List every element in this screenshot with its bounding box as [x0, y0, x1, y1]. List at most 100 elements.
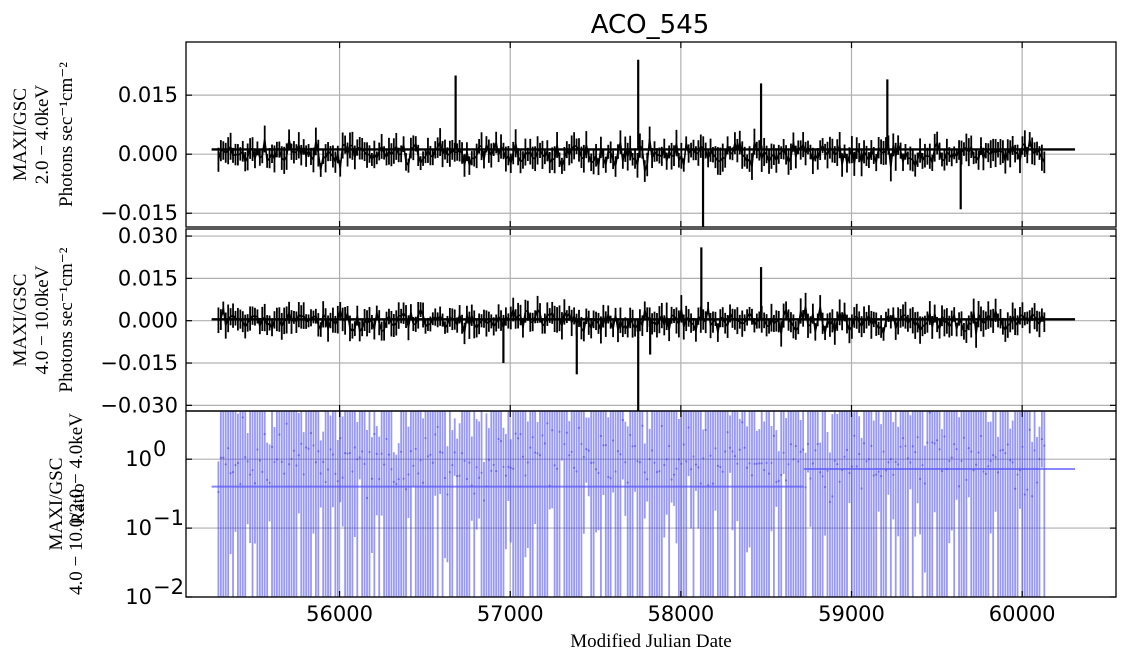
ratio-point [1043, 444, 1046, 447]
ratio-point [268, 481, 271, 484]
ratio-point [699, 482, 702, 485]
ratio-point [317, 450, 320, 453]
ratio-point [512, 467, 515, 470]
ratio-point [736, 462, 739, 465]
ratio-point [585, 448, 588, 451]
ratio-point [765, 461, 768, 465]
ratio-point [748, 462, 751, 465]
ratio-point [965, 478, 968, 481]
x-tick-label: 59000 [818, 602, 885, 626]
ratio-point [721, 470, 724, 473]
ratio-point [694, 463, 698, 466]
ratio-point [665, 458, 668, 461]
ratio-point [431, 461, 434, 464]
ratio-point [612, 439, 615, 442]
ratio-point [996, 471, 1000, 474]
ratio-point [531, 436, 534, 439]
ratio-point [816, 442, 819, 446]
ratio-point [797, 460, 800, 463]
ratio-point [607, 475, 610, 479]
ratio-point [543, 442, 546, 445]
ratio-point [653, 461, 656, 464]
ratio-point [514, 432, 517, 435]
ratio-point [806, 442, 810, 446]
ratio-point [719, 465, 722, 469]
ratio-point [253, 482, 257, 485]
ratio-point [400, 450, 403, 453]
ratio-point [344, 451, 347, 455]
ratio-point [821, 475, 824, 478]
ratio-point [434, 433, 437, 436]
ratio-point [546, 422, 549, 425]
ratio-point [507, 465, 510, 468]
ratio-point [582, 455, 585, 459]
ratio-point [365, 496, 369, 500]
ratio-point [592, 461, 595, 464]
ratio-point [312, 444, 315, 447]
ratio-point [970, 450, 973, 453]
ratio-point [329, 448, 332, 451]
ratio-point [879, 475, 883, 478]
ratio-point [901, 437, 905, 440]
x-axis-label: Modified Julian Date [570, 631, 731, 652]
ratio-point [836, 463, 839, 466]
ratio-point [989, 459, 992, 463]
ratio-point [889, 458, 892, 461]
ratio-point [417, 472, 420, 475]
ratio-point [1016, 473, 1019, 476]
y-tick-label: 0.000 [118, 309, 178, 333]
ratio-point [587, 449, 590, 452]
ratio-point [702, 457, 705, 460]
ratio-point [670, 478, 673, 481]
y-axis-label-line: MAXI/GSC [10, 88, 31, 181]
series-bottom [211, 411, 1076, 597]
ratio-point [300, 442, 303, 445]
ratio-point [962, 436, 966, 439]
ratio-point [402, 477, 405, 480]
ratio-point [658, 470, 661, 473]
y-tick-label: 10 [125, 585, 152, 609]
ratio-point [984, 472, 987, 475]
ratio-point [331, 453, 335, 456]
ratio-point [278, 433, 281, 436]
ratio-point [453, 451, 456, 454]
ratio-point [297, 454, 300, 457]
ratio-point [760, 462, 763, 465]
chart-title: ACO_545 [591, 10, 710, 40]
y-tick-label: 0.000 [118, 142, 178, 166]
y-tick-label: 0.015 [118, 266, 178, 290]
y-tick-exponent: 0 [153, 437, 166, 461]
ratio-point [441, 451, 444, 454]
ratio-point [356, 458, 359, 461]
ratio-point [258, 459, 261, 462]
ratio-point [231, 471, 235, 474]
ratio-point [614, 470, 617, 473]
ratio-point [458, 474, 461, 477]
ratio-point [767, 472, 771, 475]
ratio-point [516, 437, 520, 440]
y-tick-label: 10 [125, 447, 152, 471]
ratio-point [1021, 445, 1024, 448]
ratio-point [219, 456, 222, 459]
ratio-point [875, 473, 878, 476]
ratio-point [1006, 443, 1009, 446]
data-line [217, 138, 1046, 172]
ratio-point [429, 453, 432, 456]
ratio-point [999, 449, 1002, 452]
ratio-point [551, 429, 554, 432]
ratio-point [848, 471, 851, 475]
ratio-point [436, 425, 439, 429]
ratio-point [451, 463, 454, 467]
ratio-point [789, 443, 793, 446]
ratio-point [1040, 437, 1043, 441]
ratio-point [845, 448, 849, 451]
ratio-point [936, 439, 939, 442]
ratio-point [351, 470, 354, 473]
ratio-point [555, 467, 559, 470]
ratio-point [921, 464, 924, 467]
ratio-point [346, 452, 349, 455]
ratio-point [753, 462, 756, 465]
ratio-point [928, 411, 931, 414]
ratio-point [244, 456, 247, 459]
ratio-point [923, 482, 927, 485]
